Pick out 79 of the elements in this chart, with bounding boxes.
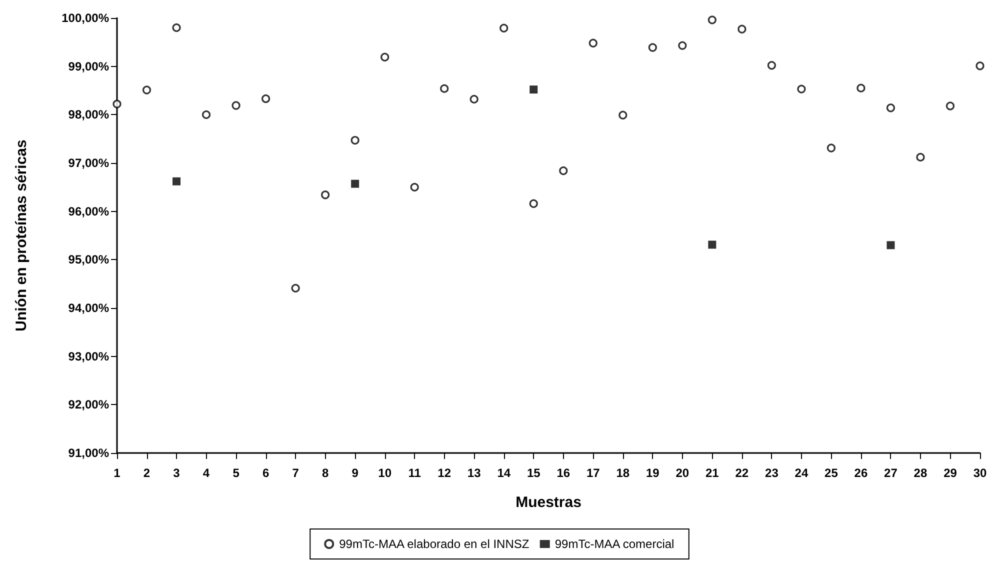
point bbox=[142, 86, 152, 94]
point bbox=[916, 152, 925, 162]
x-tick-label: 20 bbox=[676, 466, 690, 480]
x-tick-label: 22 bbox=[735, 466, 749, 480]
x-tick-label: 7 bbox=[292, 466, 300, 480]
point bbox=[262, 94, 270, 104]
x-tick-label: 4 bbox=[202, 466, 210, 480]
point bbox=[767, 61, 776, 70]
x-tick-label: 30 bbox=[973, 466, 987, 480]
point bbox=[886, 241, 895, 250]
y-tick-label: 97,00% bbox=[68, 156, 110, 170]
point bbox=[856, 84, 866, 92]
point bbox=[976, 62, 984, 70]
point bbox=[291, 284, 300, 292]
point bbox=[321, 190, 330, 200]
x-tick-label: 16 bbox=[556, 466, 570, 480]
x-tick-label: 15 bbox=[526, 466, 541, 480]
point bbox=[440, 84, 449, 93]
x-tick-label: 13 bbox=[467, 466, 482, 480]
y-axis-title: Unión en proteínas séricas bbox=[13, 140, 30, 332]
point bbox=[708, 240, 716, 249]
point bbox=[410, 182, 419, 192]
y-tick-label: 94,00% bbox=[68, 301, 110, 315]
x-tick-label: 19 bbox=[646, 466, 660, 480]
y-tick-label: 98,00% bbox=[68, 108, 110, 122]
point bbox=[946, 102, 955, 110]
x-tick-label: 21 bbox=[705, 466, 720, 480]
point bbox=[351, 180, 360, 188]
legend-label: 99mTc-MAA elaborado en el INNSZ bbox=[339, 537, 530, 551]
point bbox=[380, 52, 390, 62]
point bbox=[559, 166, 568, 176]
point bbox=[500, 24, 508, 32]
point bbox=[618, 110, 628, 120]
x-tick-label: 29 bbox=[944, 466, 958, 480]
point bbox=[886, 104, 896, 112]
point bbox=[112, 100, 122, 108]
x-tick-label: 18 bbox=[616, 466, 630, 480]
x-tick-label: 14 bbox=[497, 466, 511, 480]
point bbox=[797, 84, 806, 94]
x-tick-label: 10 bbox=[378, 466, 392, 480]
x-tick-label: 28 bbox=[914, 466, 928, 480]
point bbox=[470, 94, 478, 104]
x-tick-label: 12 bbox=[438, 466, 452, 480]
x-tick-label: 6 bbox=[262, 466, 270, 480]
x-tick-label: 5 bbox=[232, 466, 240, 480]
y-tick-label: 96,00% bbox=[68, 204, 110, 218]
point bbox=[172, 177, 181, 186]
x-tick-label: 8 bbox=[322, 466, 329, 480]
point bbox=[588, 38, 598, 48]
x-tick-label: 9 bbox=[352, 466, 359, 480]
x-tick-label: 3 bbox=[173, 466, 180, 480]
point bbox=[172, 23, 181, 32]
x-tick-label: 25 bbox=[824, 466, 838, 480]
x-tick-label: 1 bbox=[114, 466, 121, 480]
y-tick-label: 92,00% bbox=[68, 398, 110, 412]
x-tick-label: 24 bbox=[794, 466, 808, 480]
point bbox=[350, 136, 360, 145]
y-tick-label: 100,00% bbox=[62, 11, 110, 25]
legend-label: 99mTc-MAA comercial bbox=[554, 537, 674, 551]
point bbox=[678, 41, 687, 50]
point bbox=[708, 16, 716, 24]
x-tick-label: 2 bbox=[143, 466, 150, 480]
x-tick-label: 23 bbox=[765, 466, 779, 480]
point bbox=[529, 199, 538, 208]
point bbox=[232, 101, 240, 110]
x-tick-label: 26 bbox=[854, 466, 868, 480]
x-axis-title: Muestras bbox=[516, 494, 582, 511]
point bbox=[826, 144, 836, 152]
x-tick-label: 11 bbox=[408, 466, 422, 480]
point bbox=[202, 110, 211, 119]
point bbox=[530, 86, 538, 94]
point bbox=[648, 43, 657, 52]
y-tick-label: 95,00% bbox=[68, 252, 110, 267]
y-tick-label: 99,00% bbox=[68, 59, 110, 74]
x-tick-label: 17 bbox=[586, 466, 600, 480]
point bbox=[738, 24, 746, 34]
y-tick-label: 93,00% bbox=[68, 349, 110, 364]
y-tick-label: 91,00% bbox=[68, 446, 110, 460]
x-tick-label: 27 bbox=[884, 466, 898, 480]
